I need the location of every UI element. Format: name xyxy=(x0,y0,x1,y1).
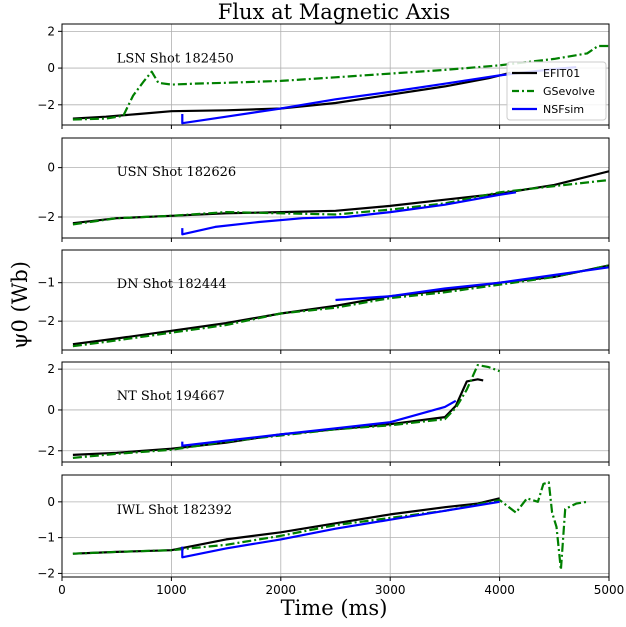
y-tick-label: 2 xyxy=(47,362,55,376)
series-gsevolve xyxy=(72,264,609,348)
series-gsevolve xyxy=(72,44,609,121)
y-tick-label: 0 xyxy=(47,495,55,509)
y-tick-label: −2 xyxy=(37,210,55,224)
x-tick-label: 3000 xyxy=(375,583,406,597)
x-tick-label: 4000 xyxy=(484,583,515,597)
series-nsfsim xyxy=(181,500,500,559)
y-tick-label: 0 xyxy=(47,403,55,417)
panel-annotation: NT Shot 194667 xyxy=(117,389,225,404)
axes-frame xyxy=(61,137,610,239)
chart-title: Flux at Magnetic Axis xyxy=(218,0,450,24)
panel-annotation: USN Shot 182626 xyxy=(117,165,236,180)
series-nsfsim xyxy=(335,266,609,302)
panel-annotation: IWL Shot 182392 xyxy=(117,503,232,518)
y-tick-label: −2 xyxy=(37,566,55,580)
y-tick-label: 0 xyxy=(47,161,55,175)
axes-frame xyxy=(61,249,610,351)
x-axis-label: Time (ms) xyxy=(281,596,388,620)
series-gsevolve xyxy=(72,364,500,459)
series-nsfsim xyxy=(181,399,457,447)
legend-label-gsevolve: GSevolve xyxy=(543,85,595,98)
y-tick-label: −1 xyxy=(37,276,55,290)
series-efit01 xyxy=(72,71,511,120)
series-nsfsim xyxy=(181,191,517,236)
x-tick-label: 0 xyxy=(58,583,66,597)
x-tick-label: 1000 xyxy=(156,583,187,597)
axes-frame xyxy=(61,474,610,578)
axes-frame xyxy=(61,361,610,463)
panel-2: 0 −2 USN Shot 182626 xyxy=(37,137,610,242)
panel-annotation: DN Shot 182444 xyxy=(117,277,227,292)
panel-annotation: LSN Shot 182450 xyxy=(117,51,234,66)
y-tick-label: 0 xyxy=(47,61,55,75)
series-gsevolve xyxy=(72,178,609,226)
panel-3: −1 −2 DN Shot 182444 xyxy=(37,249,610,354)
y-tick-label: −2 xyxy=(37,314,55,328)
x-tick-label: 5000 xyxy=(594,583,625,597)
y-tick-label: −1 xyxy=(37,531,55,545)
legend-label-efit01: EFIT01 xyxy=(543,67,580,80)
y-tick-label: −2 xyxy=(37,98,55,112)
legend-box xyxy=(506,61,607,121)
y-tick-label: −2 xyxy=(37,444,55,458)
panel-1: 2 0 −2 LSN Shot 182450 EFIT01 GSevolve NSFsim xyxy=(37,23,610,129)
panel-4: 2 0 −2 NT Shot 194667 xyxy=(37,361,610,466)
series-gsevolve xyxy=(72,481,588,571)
axes-frame xyxy=(61,23,610,126)
x-tick-label: 2000 xyxy=(266,583,297,597)
legend: EFIT01 GSevolve NSFsim xyxy=(506,61,607,121)
legend-label-nsfsim: NSFsim xyxy=(543,103,584,116)
y-tick-label: 2 xyxy=(47,24,55,38)
y-axis-label: ψ0 (Wb) xyxy=(8,261,32,349)
